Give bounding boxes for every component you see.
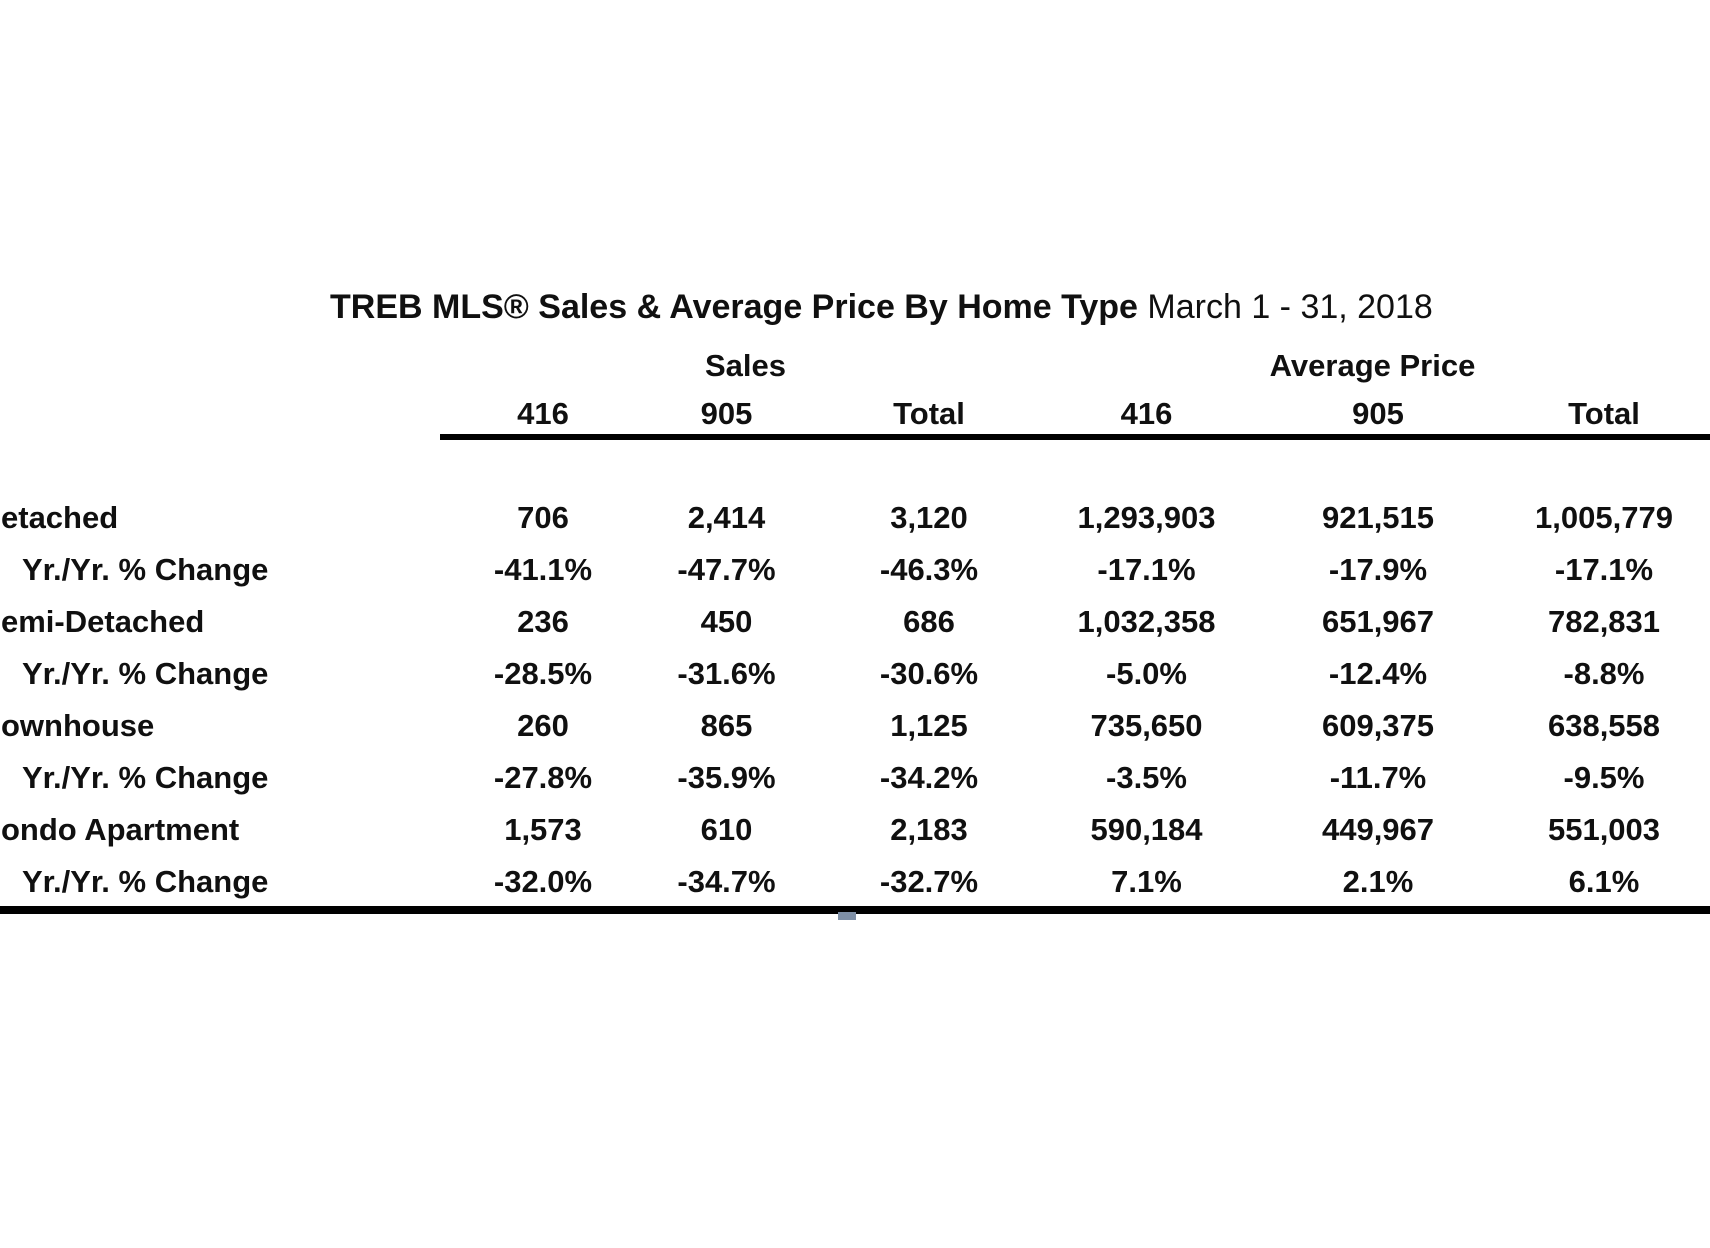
table-row-townhouse: ownhouse 260 865 1,125 735,650 609,375 6… [0,700,1710,752]
column-header-row: 416 905 Total 416 905 Total [0,396,1710,432]
table-body: etached 706 2,414 3,120 1,293,903 921,51… [0,492,1710,908]
row-label: ondo Apartment [1,812,240,847]
table-cell: -35.9% [677,760,776,795]
table-cell: -17.1% [1097,552,1196,587]
table-cell: 7.1% [1111,864,1182,899]
table-cell: -11.7% [1329,760,1427,795]
column-header-avg-416: 416 [1120,396,1173,431]
table-row-condo-apartment-yoy-change: Yr./Yr. % Change -32.0% -34.7% -32.7% 7.… [0,856,1710,908]
table-cell: 610 [700,812,753,847]
table-cell: 865 [700,708,753,743]
table-cell: -8.8% [1563,656,1645,691]
header-rule-line [440,434,1710,440]
row-label: Yr./Yr. % Change [22,760,269,795]
column-header-avg-905: 905 [1352,396,1404,431]
group-header-average-price: Average Price [1269,348,1476,383]
table-cell: 651,967 [1321,604,1435,639]
row-label: emi-Detached [1,604,205,639]
table-cell: 260 [517,708,569,743]
table-cell: -41.1% [493,552,593,587]
table-title-date: March 1 - 31, 2018 [1147,288,1433,326]
table-cell: -17.9% [1328,552,1428,587]
group-header-sales: Sales [704,348,786,383]
table-row-semi-detached-yoy-change: Yr./Yr. % Change -28.5% -31.6% -30.6% -5… [0,648,1710,700]
table-row-detached-yoy-change: Yr./Yr. % Change -41.1% -47.7% -46.3% -1… [0,544,1710,596]
table-cell: 2,414 [687,500,766,535]
table-cell: 236 [517,604,569,639]
table-cell: 1,573 [504,812,582,847]
table-cell: -32.7% [879,864,979,899]
table-row-detached: etached 706 2,414 3,120 1,293,903 921,51… [0,492,1710,544]
column-header-sales-total: Total [893,396,965,431]
table-cell: 1,293,903 [1077,500,1216,535]
bottom-rule-line [0,906,1710,914]
table-cell: 686 [903,604,955,639]
table-cell: 638,558 [1547,708,1661,743]
scan-artifact-mark [838,912,856,920]
row-label: Yr./Yr. % Change [22,656,269,691]
table-cell: -5.0% [1106,656,1187,691]
table-cell: 1,032,358 [1077,604,1216,639]
row-label: Yr./Yr. % Change [22,864,269,899]
table-cell: -31.6% [677,656,776,691]
table-cell: -3.5% [1106,760,1187,795]
table-cell: -9.5% [1563,760,1645,795]
table-cell: -32.0% [493,864,593,899]
table-row-townhouse-yoy-change: Yr./Yr. % Change -27.8% -35.9% -34.2% -3… [0,752,1710,804]
row-label: etached [1,500,119,535]
table-cell: 782,831 [1547,604,1661,639]
table-cell: 706 [517,500,569,535]
table-cell: -34.2% [879,760,979,795]
table-title-main: TREB MLS® Sales & Average Price By Home … [330,288,1138,326]
table-cell: -34.7% [677,864,776,899]
row-label: ownhouse [1,708,155,743]
table-cell: 2,183 [890,812,968,847]
table-row-semi-detached: emi-Detached 236 450 686 1,032,358 651,9… [0,596,1710,648]
table-cell: -28.5% [493,656,593,691]
column-header-sales-416: 416 [517,396,569,431]
table-cell: -27.8% [493,760,593,795]
table-cell: -17.1% [1554,552,1654,587]
table-cell: 609,375 [1321,708,1435,743]
table-cell: -12.4% [1328,656,1428,691]
group-header-row: Sales Average Price [0,348,1710,384]
column-header-sales-905: 905 [700,396,753,431]
column-header-avg-total: Total [1568,396,1640,431]
table-cell: 1,005,779 [1535,500,1673,535]
table-cell: -47.7% [677,552,776,587]
table-row-condo-apartment: ondo Apartment 1,573 610 2,183 590,184 4… [0,804,1710,856]
table-title: TREB MLS® Sales & Average Price By Home … [330,288,1433,327]
table-cell: -46.3% [879,552,979,587]
table-cell: 2.1% [1342,864,1414,899]
table-cell: 450 [700,604,753,639]
table-cell: 551,003 [1547,812,1661,847]
table-cell: 449,967 [1321,812,1435,847]
table-cell: 735,650 [1090,708,1203,743]
table-cell: 921,515 [1321,500,1435,535]
table-cell: 6.1% [1568,864,1640,899]
row-label: Yr./Yr. % Change [22,552,269,587]
table-cell: 3,120 [890,500,968,535]
table-cell: 590,184 [1090,812,1203,847]
table-cell: 1,125 [890,708,968,743]
table-cell: -30.6% [879,656,979,691]
